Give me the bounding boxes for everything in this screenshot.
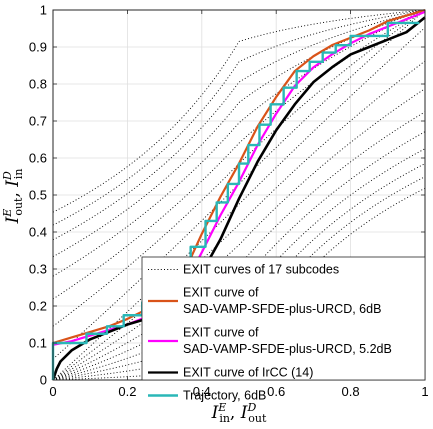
x-tick-label: 0.6 [267,384,285,399]
y-tick-label: 0.2 [29,299,47,314]
y-tick-label: 0.5 [29,188,47,203]
y-tick-label: 0.1 [29,336,47,351]
subcode-exit-curve [52,9,426,213]
y-tick-label: 0.8 [29,77,47,92]
x-tick-label: 1 [421,384,428,399]
subcode-exit-curve [52,163,426,381]
y-tick-label: 0.3 [29,262,47,277]
svg-text:IEout, IDin: IEout, IDin [1,169,25,225]
axis-ticks: 0 0.2 0.4 0.6 0.8 1 0 0.1 0.2 0.3 0.4 0.5 0.6 0.7 0.8 0… [29,3,429,400]
subcode-exit-curve [52,9,426,360]
y-tick-label: 0 [40,373,47,388]
legend-label: EXIT curve of SAD-VAMP-SFDE-plus-URCD, 6d… [183,286,381,317]
y-tick-label: 0.9 [29,40,47,55]
y-tick-label: 1 [40,3,47,18]
y-tick-label: 0.7 [29,114,47,129]
legend-label: EXIT curve of SAD-VAMP-SFDE-plus-URCD, 5.… [183,326,392,357]
x-tick-label: 0 [49,384,56,399]
trajectory-line [51,21,420,380]
subcode-exit-curve [52,148,426,381]
legend: EXIT curves of 17 subcodes EXIT curve of S… [141,256,426,403]
legend-label: EXIT curves of 17 subcodes [183,263,339,277]
y-tick-label: 0.6 [29,151,47,166]
x-tick-label: 0.2 [118,384,136,399]
subcode-exit-curve [52,9,426,226]
x-axis-label: IE in, ID out [211,401,267,425]
legend-box [141,256,426,381]
subcode-exit-curve [52,9,426,300]
subcode-exit-curve [52,9,426,277]
y-tick-label: 0.4 [29,225,47,240]
subcode-exit-curve [52,60,426,381]
legend-label: EXIT curve of IrCC (14) [183,366,313,380]
x-tick-label: 0.4 [193,384,211,399]
subcode-exit-curve [52,88,426,381]
legend-label: Trajectory, 6dB [183,389,266,403]
y-axis-label: IEout, IDin [1,169,25,225]
x-tick-label: 0.8 [342,384,360,399]
